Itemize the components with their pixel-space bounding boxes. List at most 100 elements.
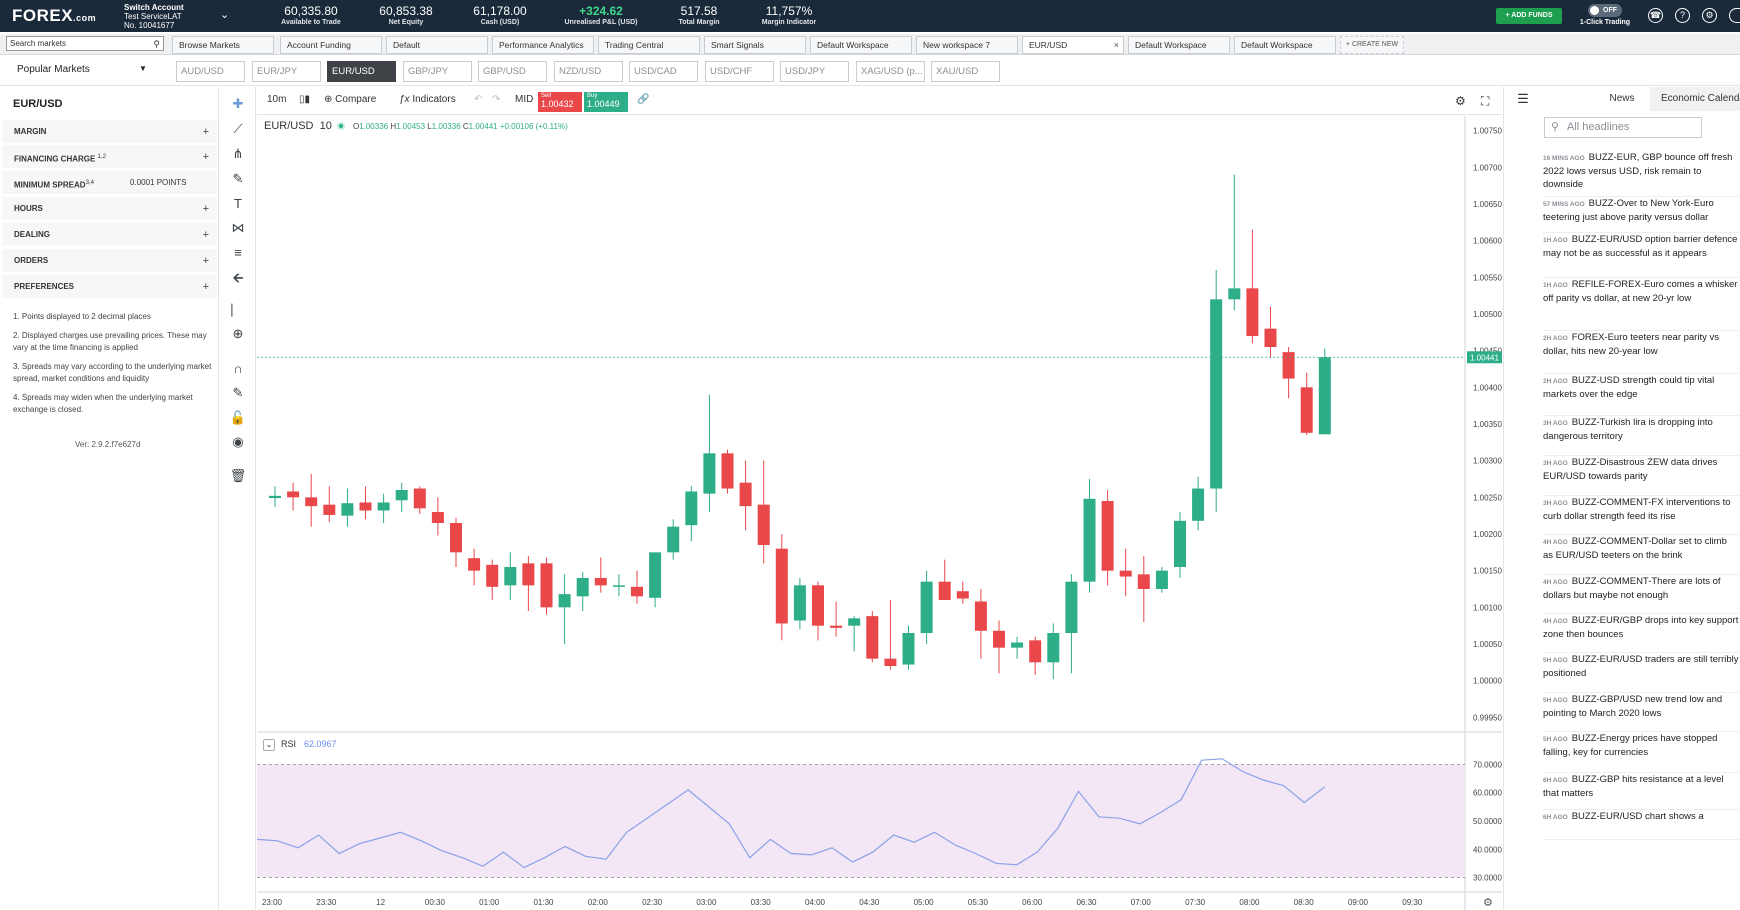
pair-gbp-usd[interactable]: GBP/USD: [478, 61, 547, 82]
compare-button[interactable]: ⊕ Compare: [324, 94, 377, 105]
tab-economic-calendar[interactable]: Economic Calendar: [1650, 87, 1740, 111]
pitchfork-icon[interactable]: ⋔: [232, 146, 244, 161]
text-tool-icon[interactable]: T: [234, 196, 242, 211]
ruler-icon[interactable]: ⎸: [231, 302, 245, 317]
interval-selector[interactable]: 10m: [267, 94, 287, 105]
news-item[interactable]: 4H AGO BUZZ-COMMENT-There are lots of dol…: [1543, 575, 1739, 614]
popular-markets-dropdown[interactable]: Popular Markets ▼: [17, 64, 147, 75]
forex-logo[interactable]: FOREX.com: [12, 6, 97, 25]
tab-default-workspace[interactable]: Default Workspace: [810, 36, 912, 54]
tab-smart-signals[interactable]: Smart Signals: [704, 36, 806, 54]
unlock-icon[interactable]: 🔓: [229, 410, 247, 425]
pair-usd-jpy[interactable]: USD/JPY: [780, 61, 849, 82]
fullscreen-icon[interactable]: ⛶: [1481, 94, 1490, 108]
close-icon[interactable]: ×: [1113, 40, 1119, 50]
pair-nzd-usd[interactable]: NZD/USD: [554, 61, 623, 82]
lock-drawing-icon[interactable]: ✎: [232, 385, 244, 400]
news-item[interactable]: 4H AGO BUZZ-EUR/GBP drops into key suppor…: [1543, 614, 1739, 653]
chevron-down-icon[interactable]: ⌄: [220, 9, 230, 21]
settings-icon[interactable]: ⚙: [1702, 8, 1717, 23]
phone-icon[interactable]: ☎: [1648, 8, 1663, 23]
candle-body: [1300, 387, 1313, 433]
news-item[interactable]: 3H AGO BUZZ-COMMENT-FX interventions to c…: [1543, 496, 1739, 535]
add-funds-button[interactable]: + ADD FUNDS: [1496, 8, 1562, 24]
price-chart[interactable]: 1.00750 1.00700 1.00650 1.00600 1.00550 1.005…: [257, 116, 1502, 910]
trash-icon[interactable]: 🗑: [229, 468, 247, 483]
tab-account-funding[interactable]: Account Funding: [280, 36, 382, 54]
pair-usd-chf[interactable]: USD/CHF: [705, 61, 774, 82]
tab-trading-central[interactable]: Trading Central: [598, 36, 700, 54]
undo-icon[interactable]: ↶: [474, 94, 483, 105]
price-type-selector[interactable]: MID: [515, 94, 534, 105]
tab-default[interactable]: Default: [386, 36, 488, 54]
pair-gbp-jpy[interactable]: GBP/JPY: [403, 61, 472, 82]
news-item[interactable]: 1H AGO REFILE-FOREX-Euro comes a whisker …: [1543, 278, 1739, 331]
section-dealing[interactable]: DEALING +: [2, 223, 217, 247]
news-item[interactable]: 3H AGO BUZZ-Disastrous ZEW data drives EU…: [1543, 456, 1739, 496]
magnet-icon[interactable]: ∩: [233, 361, 243, 376]
news-item[interactable]: 4H AGO BUZZ-COMMENT-Dollar set to climb a…: [1543, 535, 1739, 575]
fibonacci-icon[interactable]: ≡: [234, 245, 242, 260]
tab-news[interactable]: News: [1609, 93, 1635, 104]
news-item[interactable]: 2H AGO BUZZ-USD strength could tip vital …: [1543, 374, 1739, 416]
indicators-button[interactable]: ƒx Indicators: [399, 94, 456, 105]
time-tick-label: 23:00: [262, 898, 283, 907]
user-icon[interactable]: [1729, 8, 1740, 23]
news-item[interactable]: 57 MINS AGO BUZZ-Over to New York-Euro te…: [1543, 197, 1739, 233]
function-icon: ƒx: [399, 94, 410, 105]
tab-browse-markets[interactable]: Browse Markets: [172, 36, 274, 54]
settings-icon[interactable]: ⚙: [1455, 94, 1466, 108]
tab-default-workspace-2[interactable]: Default Workspace: [1128, 36, 1230, 54]
section-orders[interactable]: ORDERS +: [2, 249, 217, 273]
zoom-in-icon[interactable]: ⊕: [232, 326, 244, 341]
news-time: 5H AGO: [1543, 736, 1568, 743]
pair-xag-usd[interactable]: XAG/USD (p...: [856, 61, 925, 82]
headline-search-input[interactable]: ⚲ All headlines: [1544, 117, 1702, 138]
pair-eur-jpy[interactable]: EUR/JPY: [252, 61, 321, 82]
search-markets-input[interactable]: Search markets ⚲: [6, 36, 164, 51]
tab-default-workspace-3[interactable]: Default Workspace: [1234, 36, 1336, 54]
section-hours[interactable]: HOURS +: [2, 197, 217, 221]
arrow-left-icon[interactable]: 🡨: [232, 270, 244, 285]
account-switcher[interactable]: Switch Account Test ServiceLAT No. 10041…: [124, 3, 184, 30]
news-item[interactable]: 1H AGO BUZZ-EUR/USD option barrier defenc…: [1543, 233, 1739, 278]
price-tick-label: 1.00250: [1473, 493, 1502, 502]
axis-settings-icon[interactable]: ⚙: [1483, 897, 1493, 909]
brush-icon[interactable]: ✎: [232, 171, 244, 186]
pattern-icon[interactable]: ⋈: [231, 220, 245, 235]
section-financing-charge[interactable]: FINANCING CHARGE 1,2 +: [2, 145, 217, 169]
tab-performance-analytics[interactable]: Performance Analytics: [492, 36, 594, 54]
candle-type-icon[interactable]: ▯▮: [299, 94, 311, 105]
layers-icon[interactable]: ☰: [1517, 91, 1529, 106]
time-axis[interactable]: 23:00 23:30 12 00:30 01:00 01:30 02:00 02:30 03:…: [262, 897, 1493, 909]
create-new-workspace-button[interactable]: + CREATE NEW: [1340, 36, 1404, 54]
news-item[interactable]: 6H AGO BUZZ-EUR/USD chart shows a: [1543, 810, 1739, 840]
redo-icon[interactable]: ↷: [492, 94, 501, 105]
trend-line-icon[interactable]: ⟋: [233, 121, 243, 136]
section-margin[interactable]: MARGIN +: [2, 120, 217, 144]
news-item[interactable]: 5H AGO BUZZ-Energy prices have stopped fa…: [1543, 732, 1739, 773]
section-preferences[interactable]: PREFERENCES +: [2, 275, 217, 299]
tab-new-workspace-7[interactable]: New workspace 7: [916, 36, 1018, 54]
news-item[interactable]: 6H AGO BUZZ-GBP hits resistance at a leve…: [1543, 773, 1739, 810]
sell-button[interactable]: Sell 1.00432: [538, 92, 582, 112]
tab-eur-usd[interactable]: EUR/USD ×: [1022, 36, 1124, 54]
eye-icon[interactable]: ◉: [232, 434, 244, 449]
pair-usd-cad[interactable]: USD/CAD: [629, 61, 698, 82]
pair-eur-usd[interactable]: EUR/USD: [327, 61, 396, 82]
one-click-toggle[interactable]: OFF: [1588, 4, 1622, 17]
news-item[interactable]: 16 MINS AGO BUZZ-EUR, GBP bounce off fres…: [1543, 151, 1739, 197]
help-icon[interactable]: ?: [1675, 8, 1690, 23]
news-item[interactable]: 5H AGO BUZZ-EUR/USD traders are still ter…: [1543, 653, 1739, 693]
news-item[interactable]: 2H AGO FOREX-Euro teeters near parity vs …: [1543, 331, 1739, 374]
collapse-icon[interactable]: ⌄: [263, 739, 275, 751]
news-item[interactable]: 3H AGO BUZZ-Turkish lira is dropping into…: [1543, 416, 1739, 456]
buy-button[interactable]: Buy 1.00449: [584, 92, 628, 112]
crosshair-icon[interactable]: ✚: [232, 96, 244, 111]
link-icon[interactable]: 🔗: [637, 94, 650, 105]
pair-aud-usd[interactable]: AUD/USD: [176, 61, 245, 82]
news-item[interactable]: 5H AGO BUZZ-GBP/USD new trend low and poi…: [1543, 693, 1739, 732]
price-axis[interactable]: 1.00750 1.00700 1.00650 1.00600 1.00550 1.005…: [257, 127, 1502, 723]
price-tick-label: 1.00700: [1473, 163, 1502, 172]
pair-xau-usd[interactable]: XAU/USD: [931, 61, 1000, 82]
